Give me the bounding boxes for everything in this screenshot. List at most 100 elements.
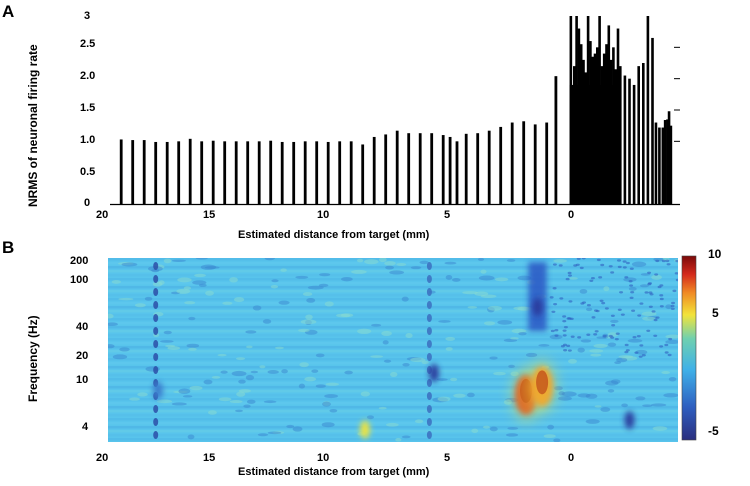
bar <box>663 120 667 204</box>
heatmap-speckle <box>651 274 663 280</box>
bar <box>200 141 204 204</box>
bar <box>600 66 604 204</box>
heatmap-speckle <box>668 377 677 382</box>
bar <box>545 122 549 204</box>
heatmap-speckle <box>642 404 653 408</box>
heatmap-speckle <box>497 320 513 325</box>
heatmap-speckle <box>630 291 635 294</box>
heatmap-speckle <box>664 351 669 354</box>
heatmap-speckle <box>636 335 641 338</box>
heatmap-speckle <box>631 261 647 267</box>
heatmap-speckle <box>462 291 478 295</box>
heatmap-hotspot <box>360 420 370 439</box>
heatmap-speckle <box>553 438 561 442</box>
heatmap-speckle <box>204 266 220 269</box>
bar-chart-plot <box>110 16 680 206</box>
heatmap-speckle <box>517 275 532 281</box>
bar <box>586 16 590 204</box>
heatmap-speckle <box>267 370 279 374</box>
bar-chart-ytick: 1.0 <box>80 134 96 146</box>
heatmap-dark-stripe <box>153 340 159 348</box>
heatmap-speckle <box>653 334 658 337</box>
heatmap-speckle <box>589 279 594 283</box>
heatmap-speckle <box>648 305 653 308</box>
heatmap-speckle <box>438 320 451 323</box>
heatmap-dark-stripe <box>426 405 432 413</box>
bar-chart-ytick: 0.5 <box>80 166 96 178</box>
heatmap-texture-band <box>108 366 678 369</box>
heatmap-speckle <box>568 277 578 280</box>
bar <box>632 84 636 204</box>
heatmap-speckle <box>590 353 602 357</box>
heatmap-speckle <box>647 271 652 274</box>
heatmap-speckle <box>619 291 624 294</box>
bar <box>605 44 608 205</box>
heatmap-speckle <box>608 265 613 268</box>
heatmap-speckle <box>601 301 606 305</box>
heatmap-speckle <box>385 422 399 427</box>
bar <box>487 130 491 204</box>
bar <box>448 136 452 204</box>
bar <box>395 130 399 204</box>
bar <box>269 140 273 204</box>
heatmap-speckle <box>300 319 317 325</box>
heatmap-speckle <box>160 340 174 343</box>
heatmap-speckle <box>674 272 678 275</box>
heatmap-speckle <box>452 278 461 282</box>
heatmap-speckle <box>639 302 644 305</box>
heatmap-speckle <box>642 316 656 321</box>
heatmap-dark-stripe <box>426 262 432 270</box>
heatmap-speckle <box>270 285 279 289</box>
heatmap-speckle <box>340 276 353 282</box>
heatmap-speckle <box>566 344 571 348</box>
heatmap-speckle <box>119 347 130 352</box>
heatmap-speckle <box>118 297 134 301</box>
heatmap-speckle <box>259 365 266 369</box>
heatmap-speckle <box>235 409 243 413</box>
heatmap-speckle <box>229 277 238 283</box>
heatmap-speckle <box>396 262 407 266</box>
heatmap-texture-band <box>108 370 678 373</box>
heatmap-speckle <box>483 321 496 326</box>
bar <box>510 122 514 204</box>
bar <box>257 141 261 204</box>
heatmap-texture-band <box>108 406 678 409</box>
bar <box>142 140 146 204</box>
heatmap-speckle <box>281 369 288 374</box>
heatmap-texture-band <box>108 358 678 361</box>
bar-chart-xtick: 0 <box>568 209 575 221</box>
heatmap-speckle <box>298 328 310 333</box>
heatmap-speckle <box>600 263 605 267</box>
heatmap-speckle <box>321 422 335 428</box>
heatmap-texture-band <box>108 354 678 357</box>
heatmap-speckle <box>329 409 338 413</box>
heatmap-speckle <box>553 302 558 306</box>
bar <box>315 141 319 204</box>
bar <box>430 133 434 204</box>
heatmap-speckle <box>286 424 295 429</box>
bar <box>593 53 597 204</box>
heatmap-speckle <box>576 258 581 260</box>
bar <box>666 119 669 204</box>
heatmap-speckle <box>543 434 556 439</box>
heatmap-speckle <box>665 339 678 345</box>
heatmap-speckle <box>108 344 115 349</box>
heatmap-xtick: 0 <box>568 452 575 464</box>
bar <box>522 121 526 204</box>
heatmap-texture-band <box>108 414 678 417</box>
bar <box>280 141 284 204</box>
heatmap-speckle <box>624 350 629 354</box>
heatmap-dark-stripe <box>153 314 159 322</box>
heatmap-texture-band <box>108 306 678 309</box>
heatmap-speckle <box>356 258 364 263</box>
heatmap-xtick: 15 <box>203 452 216 464</box>
bar <box>384 134 388 204</box>
heatmap-speckle <box>307 285 324 290</box>
heatmap-hotspot-halo <box>526 358 559 415</box>
heatmap-speckle <box>599 299 604 302</box>
heatmap-texture-band <box>108 426 678 429</box>
heatmap-speckle <box>585 419 600 424</box>
bar <box>372 136 376 204</box>
heatmap-low-region <box>528 262 547 332</box>
